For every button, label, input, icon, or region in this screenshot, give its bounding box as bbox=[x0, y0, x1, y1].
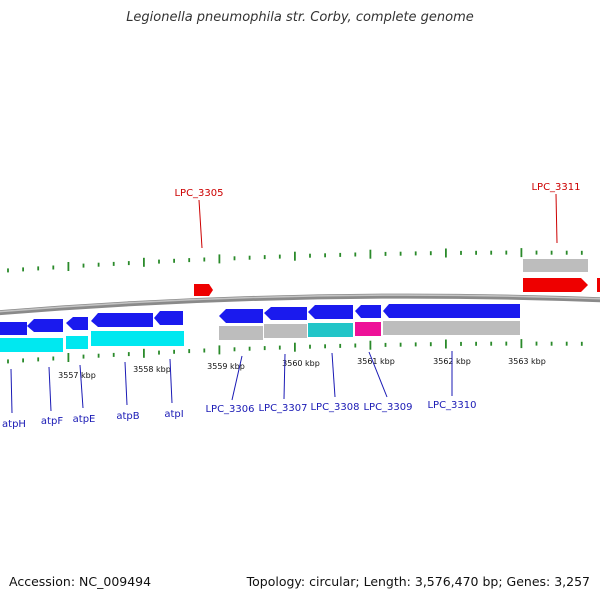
scale-label-3563: 3563 kbp bbox=[508, 357, 546, 366]
atpi-leader-line bbox=[169, 358, 173, 404]
label-lpc3305[interactable]: LPC_3305 bbox=[174, 188, 223, 199]
label-lpc3308[interactable]: LPC_3308 bbox=[310, 402, 359, 413]
gene-atpe-cyan-bar[interactable] bbox=[66, 336, 88, 349]
tick-marks-top bbox=[7, 248, 583, 273]
gene-lpc3306-arrow[interactable] bbox=[219, 309, 263, 323]
gene-lpc3310-arrow[interactable] bbox=[383, 304, 520, 318]
gene-lpc3307-arrow[interactable] bbox=[264, 307, 307, 320]
lpc3307-leader-line bbox=[283, 353, 286, 400]
gene-lpc3309-magenta-bar[interactable] bbox=[355, 322, 381, 336]
gene-lpc3307-gray-bar[interactable] bbox=[264, 324, 307, 338]
accession-value: NC_009494 bbox=[79, 574, 152, 589]
gene-lpc3308-arrow[interactable] bbox=[308, 305, 353, 319]
label-atph[interactable]: atpH bbox=[2, 419, 26, 430]
genome-backbone-highlight bbox=[0, 294, 600, 313]
label-lpc3307[interactable]: LPC_3307 bbox=[258, 403, 307, 414]
scale-label-3560: 3560 kbp bbox=[282, 359, 320, 368]
map-title: Legionella pneumophila str. Corby, compl… bbox=[126, 10, 474, 25]
scale-label-3557: 3557 kbp bbox=[58, 371, 96, 380]
tick-marks-bottom bbox=[7, 339, 583, 364]
gene-lpc3306-gray-bar[interactable] bbox=[219, 326, 263, 340]
gene-atpi-arrow[interactable] bbox=[154, 311, 183, 325]
atpb-leader-line bbox=[124, 361, 128, 406]
label-lpc3309[interactable]: LPC_3309 bbox=[363, 402, 412, 413]
scale-label-3561: 3561 kbp bbox=[357, 357, 395, 366]
accession-info: Accession: NC_009494 bbox=[9, 574, 151, 589]
label-atpb[interactable]: atpB bbox=[116, 411, 139, 422]
label-atpe[interactable]: atpE bbox=[73, 414, 96, 425]
atpe-leader-line bbox=[79, 364, 84, 409]
gene-lpc3309-arrow[interactable] bbox=[355, 305, 381, 318]
gene-lpc3310-gray-bar[interactable] bbox=[383, 321, 520, 335]
gene-lpc3311-arrow[interactable] bbox=[523, 278, 588, 292]
topology-info: Topology: circular; Length: 3,576,470 bp… bbox=[246, 574, 590, 589]
gene-atph-cyan-bar[interactable] bbox=[0, 338, 63, 352]
gene-atpb-arrow[interactable] bbox=[91, 313, 153, 327]
genome-backbone bbox=[0, 293, 600, 316]
label-lpc3311[interactable]: LPC_3311 bbox=[531, 182, 580, 193]
label-atpi[interactable]: atpI bbox=[164, 409, 183, 420]
gene-atpf-arrow[interactable] bbox=[27, 319, 63, 332]
label-atpf[interactable]: atpF bbox=[41, 416, 63, 427]
lpc3311-leader-line bbox=[555, 193, 558, 244]
label-lpc3310[interactable]: LPC_3310 bbox=[427, 400, 476, 411]
scale-label-3558: 3558 kbp bbox=[133, 365, 171, 374]
lpc3309-leader-line bbox=[368, 351, 388, 398]
atpf-leader-line bbox=[48, 366, 52, 412]
lpc3305-leader-line bbox=[198, 199, 203, 249]
lpc3306-leader-line bbox=[231, 355, 243, 401]
gene-lpc3305-arrow[interactable] bbox=[194, 284, 213, 296]
gene-atph-arrow[interactable] bbox=[0, 322, 27, 335]
gene-lpc3308-teal-bar[interactable] bbox=[308, 323, 353, 337]
gene-lpc3311-pseudo-bar[interactable] bbox=[523, 259, 588, 272]
label-lpc3306[interactable]: LPC_3306 bbox=[205, 404, 254, 415]
accession-label: Accession: bbox=[9, 574, 76, 589]
bottom-gene-labels: atpH atpF atpE atpB atpI LPC_3306 LPC_33… bbox=[2, 351, 477, 430]
atph-leader-line bbox=[10, 368, 13, 414]
scale-label-3559: 3559 kbp bbox=[207, 362, 245, 371]
gene-next-arrow[interactable] bbox=[597, 278, 600, 292]
gene-atpb-cyan-bar[interactable] bbox=[91, 331, 184, 346]
gene-atpe-arrow[interactable] bbox=[66, 317, 88, 330]
lpc3308-leader-line bbox=[331, 352, 336, 398]
